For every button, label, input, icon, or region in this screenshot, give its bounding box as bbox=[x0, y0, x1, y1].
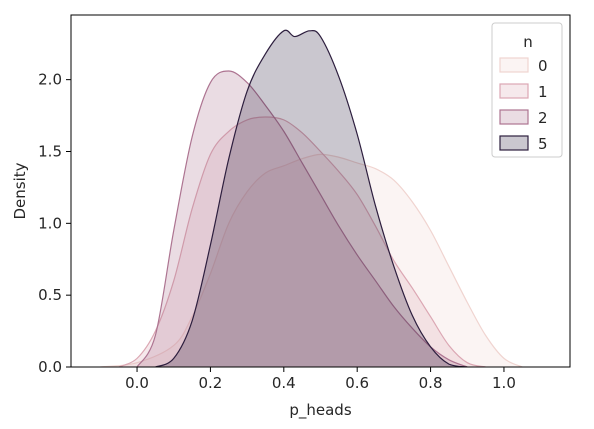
legend-item-n-0: 0 bbox=[499, 57, 548, 75]
legend-label: 2 bbox=[538, 109, 548, 127]
y-axis-label: Density bbox=[11, 162, 29, 219]
density-area-n-2 bbox=[137, 71, 468, 367]
x-tick-label: 0.2 bbox=[198, 374, 222, 392]
y-tick-label: 0.5 bbox=[38, 286, 62, 304]
x-tick-label: 1.0 bbox=[492, 374, 516, 392]
legend-item-n-2: 2 bbox=[499, 109, 548, 127]
legend-label: 0 bbox=[538, 57, 548, 75]
x-axis-label: p_heads bbox=[289, 401, 351, 420]
x-tick-label: 0.6 bbox=[345, 374, 369, 392]
y-tick-label: 0.0 bbox=[38, 358, 62, 376]
legend-item-n-1: 1 bbox=[499, 83, 548, 101]
density-line-n-0 bbox=[100, 153, 523, 367]
legend-item-n-5: 5 bbox=[499, 135, 548, 153]
plot-areas bbox=[100, 29, 523, 367]
density-area-n-5 bbox=[155, 30, 468, 367]
density-line-n-2 bbox=[136, 70, 468, 367]
legend-swatch bbox=[499, 57, 529, 73]
x-tick-label: 0.8 bbox=[419, 374, 443, 392]
y-tick-label: 1.0 bbox=[38, 214, 62, 232]
legend-label: 5 bbox=[538, 135, 548, 153]
x-axis: 0.0 0.2 0.4 0.6 0.8 1.0 bbox=[125, 367, 516, 392]
density-area-n-0 bbox=[100, 154, 523, 367]
density-line-n-1 bbox=[118, 116, 486, 367]
y-axis: 0.0 0.5 1.0 1.5 2.0 bbox=[38, 71, 71, 376]
legend: n 0 1 2 5 bbox=[491, 22, 563, 158]
y-tick-label: 2.0 bbox=[38, 71, 62, 89]
y-tick-label: 1.5 bbox=[38, 142, 62, 160]
legend-swatch bbox=[499, 135, 529, 151]
legend-title: n bbox=[523, 33, 533, 51]
legend-swatch bbox=[499, 109, 529, 125]
density-area-n-1 bbox=[118, 117, 486, 367]
density-line-n-5 bbox=[155, 29, 468, 367]
legend-label: 1 bbox=[538, 83, 548, 101]
x-tick-label: 0.0 bbox=[125, 374, 149, 392]
legend-swatch bbox=[499, 83, 529, 99]
plot-frame bbox=[70, 14, 571, 368]
x-tick-label: 0.4 bbox=[272, 374, 296, 392]
legend-items: 0 1 2 5 bbox=[499, 57, 548, 153]
